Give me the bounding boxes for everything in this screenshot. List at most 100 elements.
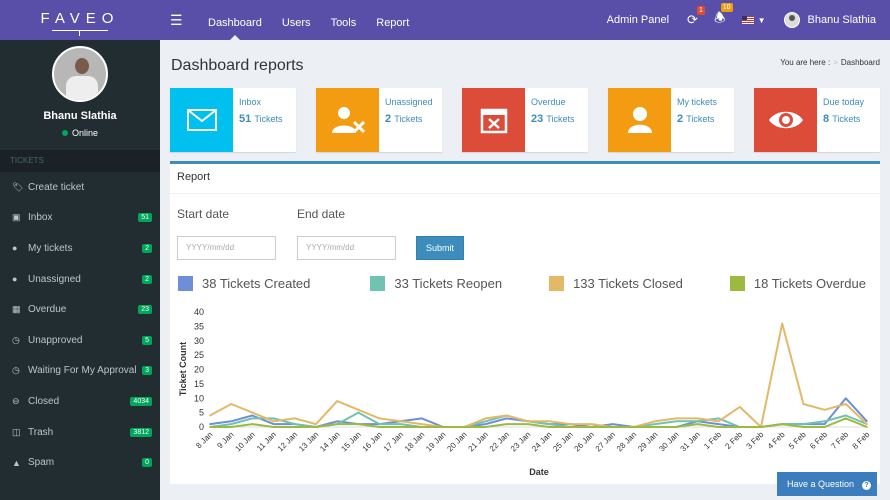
- clock-icon: ◷: [12, 365, 20, 376]
- end-date-input[interactable]: YYYY/mm/dd: [297, 236, 396, 260]
- series-point: [357, 408, 360, 411]
- start-date-label: Start date: [177, 207, 230, 221]
- admin-panel-link[interactable]: Admin Panel: [606, 14, 670, 26]
- x-tick-label: 8 Jan: [194, 430, 214, 450]
- y-tick-label: 40: [194, 307, 204, 317]
- x-tick-label: 13 Jan: [297, 430, 320, 453]
- x-tick-label: 22 Jan: [488, 430, 511, 453]
- info-box-unassigned[interactable]: Unassigned 2 Tickets: [316, 88, 442, 152]
- bell-icon[interactable]: 🕭 10: [713, 3, 733, 25]
- refresh-badge: 1: [697, 6, 705, 15]
- series-point: [823, 423, 826, 425]
- y-tick-label: 25: [194, 350, 204, 360]
- info-box-label: Inbox: [239, 97, 262, 107]
- nav-tools[interactable]: Tools: [330, 17, 357, 29]
- nav-users[interactable]: Users: [281, 17, 311, 29]
- x-tick-label: 31 Jan: [679, 430, 702, 453]
- logo-text: FAVEO: [40, 9, 120, 27]
- x-tick-label: 20 Jan: [445, 430, 468, 453]
- legend-swatch: [370, 276, 386, 291]
- series-point: [251, 417, 254, 420]
- series-point: [251, 423, 254, 425]
- user-name-link[interactable]: Bhanu Slathia: [807, 14, 877, 26]
- sidebar-item-2[interactable]: ● My tickets 2: [0, 233, 160, 264]
- series-point: [209, 423, 211, 425]
- hamburger-menu-icon[interactable]: ☰: [170, 11, 183, 28]
- sidebar-item-8[interactable]: ◫ Trash 3812: [0, 417, 160, 448]
- sidebar-item-1[interactable]: ▣ Inbox 51: [0, 203, 160, 234]
- series-point: [802, 403, 805, 405]
- x-tick-label: 16 Jan: [361, 430, 384, 453]
- y-axis-label: Ticket Count: [178, 342, 188, 396]
- info-box-due-today[interactable]: Due today 8 Tickets: [754, 88, 880, 152]
- x-tick-label: 8 Feb: [851, 430, 872, 451]
- series-point: [611, 426, 614, 428]
- user-avatar[interactable]: [783, 12, 800, 28]
- submit-button[interactable]: Submit: [416, 236, 464, 260]
- sidebar-item-badge: 3812: [130, 427, 152, 437]
- series-point: [717, 420, 720, 423]
- y-tick-label: 35: [194, 321, 204, 331]
- series-point: [717, 426, 720, 428]
- series-point: [357, 411, 360, 414]
- x-tick-label: 3 Feb: [745, 430, 766, 451]
- sidebar-item-badge: 5: [142, 335, 152, 345]
- series-point: [654, 423, 656, 425]
- sidebar-item-label: Waiting For My Approval: [28, 365, 137, 377]
- start-date-input[interactable]: YYYY/mm/dd: [177, 236, 276, 260]
- series-point: [548, 423, 550, 425]
- refresh-icon[interactable]: ⟳ 1: [687, 6, 705, 27]
- main-content: Dashboard reports You are here : > Dashboa…: [160, 40, 890, 500]
- info-box-overdue[interactable]: Overdue 23 Tickets: [462, 88, 588, 152]
- sidebar-item-7[interactable]: ⊖ Closed 4034: [0, 386, 160, 417]
- sidebar-user-name: Bhanu Slathia: [43, 110, 117, 122]
- series-point: [209, 414, 211, 417]
- series-point: [378, 423, 381, 425]
- breadcrumb-current[interactable]: Dashboard: [840, 58, 880, 67]
- series-point: [272, 420, 275, 423]
- sidebar-item-9[interactable]: ▲ Spam 0: [0, 447, 160, 478]
- nav-report[interactable]: Report: [376, 17, 410, 29]
- series-point: [505, 414, 508, 417]
- legend-label: 33 Tickets Reopen: [394, 276, 503, 291]
- legend-item[interactable]: 133 Tickets Closed: [549, 276, 683, 291]
- series-point: [569, 423, 572, 425]
- info-box-count: 8: [823, 113, 830, 125]
- series-point: [696, 417, 699, 420]
- nav-dashboard[interactable]: Dashboard: [208, 0, 262, 40]
- x-tick-label: 27 Jan: [594, 430, 617, 453]
- logo[interactable]: FAVEO: [0, 0, 160, 40]
- sidebar-item-label: My tickets: [28, 242, 73, 254]
- user-icon: ●: [12, 243, 18, 254]
- legend-item[interactable]: 38 Tickets Created: [178, 276, 310, 291]
- sidebar-item-label: Unapproved: [28, 334, 83, 346]
- x-tick-label: 10 Jan: [233, 430, 256, 453]
- series-point: [781, 423, 784, 425]
- info-box-inbox[interactable]: Inbox 51 Tickets: [170, 88, 296, 152]
- main-nav: Dashboard Users Tools Report: [188, 0, 409, 40]
- avatar: [52, 46, 108, 102]
- language-flag-icon[interactable]: [741, 16, 754, 24]
- legend-label: 38 Tickets Created: [202, 276, 311, 291]
- sidebar-item-label: Create ticket: [28, 181, 85, 193]
- have-a-question-button[interactable]: Have a Question?: [777, 472, 877, 496]
- sidebar-item-4[interactable]: ▦ Overdue 23: [0, 294, 160, 325]
- info-box-my-tickets[interactable]: My tickets 2 Tickets: [608, 88, 734, 152]
- legend-item[interactable]: 33 Tickets Reopen: [370, 276, 502, 291]
- x-tick-label: 24 Jan: [530, 430, 553, 453]
- series-point: [823, 408, 826, 411]
- sidebar-item-0[interactable]: 🏷 Create ticket: [0, 172, 160, 203]
- chevron-down-icon[interactable]: ▼: [757, 15, 766, 25]
- series-point: [845, 414, 847, 417]
- legend-item[interactable]: 18 Tickets Overdue: [729, 276, 866, 291]
- x-tick-label: 5 Feb: [787, 430, 808, 451]
- sidebar-item-6[interactable]: ◷ Waiting For My Approval 3: [0, 356, 160, 387]
- series-point: [293, 426, 296, 428]
- sidebar-item-3[interactable]: ● Unassigned 2: [0, 264, 160, 295]
- series-point: [378, 426, 381, 428]
- series-point: [654, 426, 656, 428]
- series-point: [336, 423, 338, 425]
- series-point: [802, 426, 805, 428]
- sidebar-item-5[interactable]: ◷ Unapproved 5: [0, 325, 160, 356]
- sidebar-item-label: Inbox: [28, 212, 53, 224]
